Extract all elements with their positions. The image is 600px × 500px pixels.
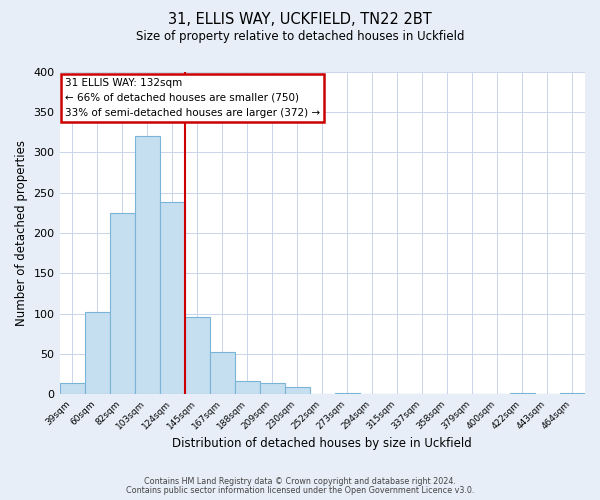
Text: Contains HM Land Registry data © Crown copyright and database right 2024.: Contains HM Land Registry data © Crown c… [144,477,456,486]
Text: Contains public sector information licensed under the Open Government Licence v3: Contains public sector information licen… [126,486,474,495]
Bar [134,136,160,394]
Bar [510,393,535,394]
Bar [335,393,360,394]
Bar [285,387,310,394]
Bar [85,312,110,394]
Y-axis label: Number of detached properties: Number of detached properties [15,140,28,326]
Bar [185,317,209,394]
Bar [160,202,185,394]
Bar [110,213,134,394]
X-axis label: Distribution of detached houses by size in Uckfield: Distribution of detached houses by size … [172,437,472,450]
Bar [235,381,260,394]
Text: Size of property relative to detached houses in Uckfield: Size of property relative to detached ho… [136,30,464,43]
Text: 31, ELLIS WAY, UCKFIELD, TN22 2BT: 31, ELLIS WAY, UCKFIELD, TN22 2BT [168,12,432,28]
Bar [209,352,235,395]
Bar [59,383,85,394]
Text: 31 ELLIS WAY: 132sqm
← 66% of detached houses are smaller (750)
33% of semi-deta: 31 ELLIS WAY: 132sqm ← 66% of detached h… [65,78,320,118]
Bar [260,383,285,394]
Bar [560,393,585,394]
